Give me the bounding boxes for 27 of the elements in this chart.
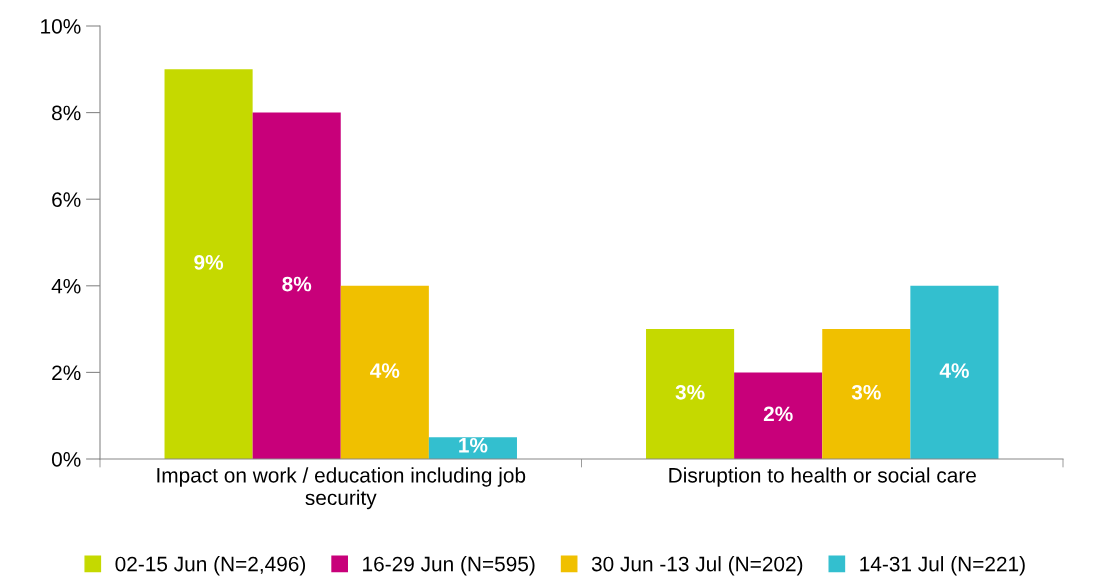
x-tick-label: Disruption to health or social care bbox=[669, 467, 976, 487]
data-label: 9% bbox=[194, 254, 224, 270]
y-tick-label: 6% bbox=[52, 192, 81, 207]
y-tick-label: 2% bbox=[52, 365, 81, 381]
bar bbox=[252, 112, 341, 459]
legend-label: 02-15 Jun (N=2,496) bbox=[115, 556, 306, 576]
data-label: 2% bbox=[763, 406, 793, 422]
bar bbox=[910, 285, 999, 459]
bar bbox=[646, 329, 735, 459]
y-tick-label: 4% bbox=[51, 278, 81, 294]
y-tick-label: 8% bbox=[52, 105, 81, 121]
x-tick-label: Impact on work / education including job security bbox=[157, 467, 526, 510]
legend-label: 16-29 Jun (N=595) bbox=[363, 556, 535, 576]
data-label: 8% bbox=[282, 276, 312, 292]
bar bbox=[734, 372, 823, 459]
y-tick-label: 10% bbox=[41, 19, 81, 34]
data-label: 3% bbox=[851, 384, 881, 400]
data-label: 4% bbox=[370, 363, 400, 378]
bar bbox=[340, 285, 429, 459]
data-label: 3% bbox=[675, 384, 705, 400]
bar bbox=[822, 329, 911, 459]
y-tick-label: 0% bbox=[51, 452, 81, 467]
legend-label: 14-31 Jul (N=221) bbox=[860, 556, 1025, 576]
data-label: 1% bbox=[459, 437, 488, 453]
data-label: 4% bbox=[939, 363, 969, 378]
bar bbox=[164, 69, 253, 459]
legend-label: 30 Jun -13 Jul (N=202) bbox=[591, 556, 803, 576]
